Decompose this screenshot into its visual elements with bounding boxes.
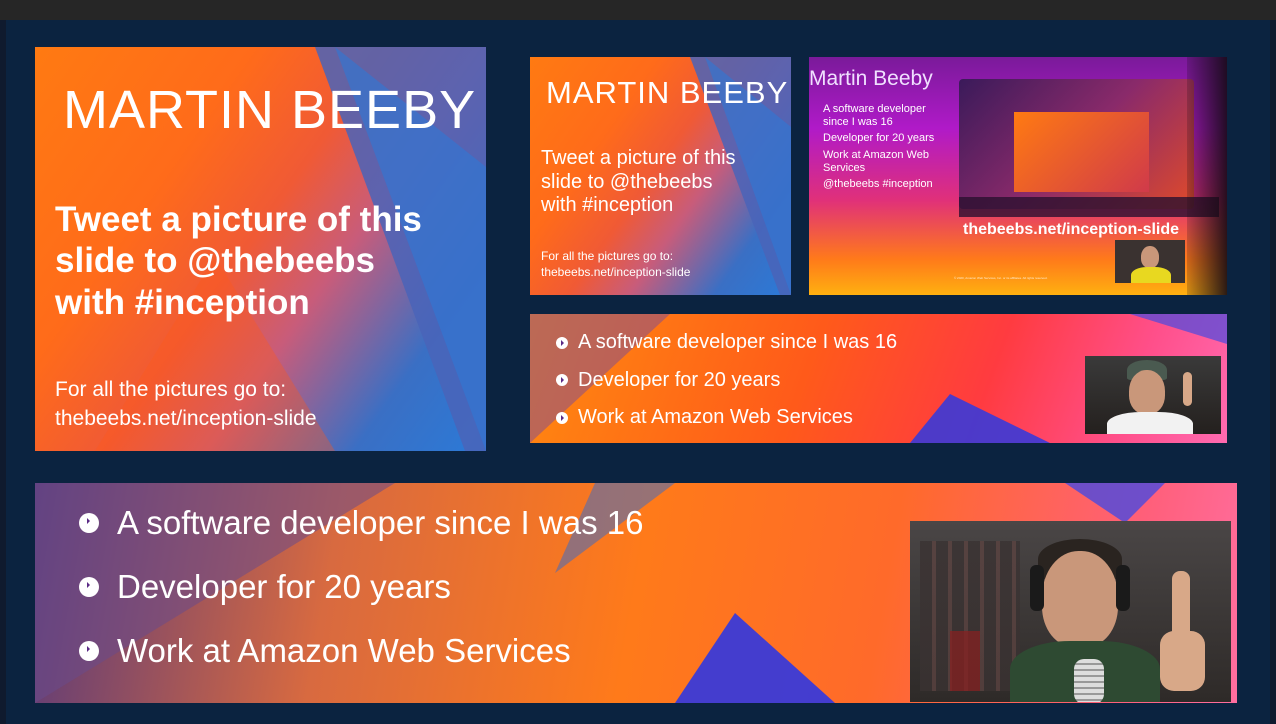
title-slide: MARTIN BEEBY Tweet a picture of this sli…	[35, 47, 486, 451]
slide-decoration	[95, 47, 486, 451]
deep-bullet-3: Work at Amazon Web	[823, 148, 929, 161]
deep-bullet-2: Developer for 20 years	[823, 132, 935, 145]
bullet-icon	[79, 513, 99, 533]
bullet-large-3-text: Work at Amazon Web Services	[117, 632, 571, 669]
tweet-line-3: with #inception	[55, 282, 310, 322]
bullets-slide-small: A software developer since I was 16 Deve…	[530, 314, 1227, 443]
nested-slide-decoration	[690, 57, 791, 295]
headphones	[1030, 565, 1044, 611]
tweet-prompt: Tweet a picture of this slide to @thebee…	[55, 199, 422, 323]
bullet-large-1-text: A software developer since I was 16	[117, 504, 644, 541]
nested-tweet-line-3: with #inception	[541, 194, 674, 217]
deep-bullet-1b: since I was 16	[823, 116, 893, 129]
pictures-info: For all the pictures go to: thebeebs.net…	[55, 375, 317, 434]
pictures-url: thebeebs.net/inception-slide	[55, 407, 317, 431]
deep-footer: © 2020, Amazon Web Services, Inc. or its…	[954, 276, 1048, 280]
deep-bullet-3b: Services	[823, 161, 866, 174]
bullets-slide-large: A software developer since I was 16 Deve…	[35, 483, 1237, 703]
microphone	[1074, 659, 1104, 702]
room-dark-right	[1187, 57, 1227, 295]
bullet-small-3-text: Work at Amazon Web Services	[578, 406, 853, 428]
bullet-large-1: A software developer since I was 16	[79, 491, 643, 555]
bullet-icon	[556, 336, 568, 349]
deep-bullet-1: A software developer	[823, 103, 926, 115]
bullet-small-1-text: A software developer since I was 16	[578, 331, 898, 353]
nested-pictures-url: thebeebs.net/inception-slide	[541, 265, 691, 280]
hand	[1160, 631, 1205, 691]
nested-title-slide: MARTIN BEEBY Tweet a picture of this sli…	[530, 57, 791, 295]
bullet-large-2-text: Developer for 20 years	[117, 568, 451, 605]
speaker-name: MARTIN BEEBY	[63, 80, 477, 140]
headphones-right	[1116, 565, 1130, 611]
nested-tweet-line-1: Tweet a picture of this	[541, 147, 736, 169]
nested-pictures-label: For all the pictures go to:	[541, 249, 674, 263]
deep-bullets: A software developer since I was 16 Deve…	[823, 103, 934, 191]
deep-bullet-4: @thebeebs #inception	[823, 177, 933, 190]
bullet-icon	[79, 577, 99, 597]
bullet-small-2: Developer for 20 years	[556, 361, 897, 399]
bullet-small-2-text: Developer for 20 years	[578, 368, 781, 391]
audience	[959, 197, 1219, 217]
nested-tweet-prompt: Tweet a picture of this slide to @thebee…	[541, 147, 736, 218]
deep-speaker-name: Martin Beeby	[809, 67, 933, 90]
nested-pictures-info: For all the pictures go to: thebeebs.net…	[541, 248, 690, 280]
deep-url: thebeebs.net/inception-slide	[963, 221, 1180, 238]
bullet-large-3: Work at Amazon Web Services	[79, 619, 643, 683]
webcam-red-items	[950, 631, 980, 691]
bullet-icon	[556, 411, 568, 424]
tweet-line-2: slide to @thebeebs	[55, 241, 376, 281]
pictures-label: For all the pictures go to:	[55, 378, 287, 401]
speaker-webcam-large	[910, 521, 1231, 702]
tweet-line-1: Tweet a picture of this	[55, 200, 422, 239]
bullets-list-large: A software developer since I was 16 Deve…	[79, 491, 643, 683]
deep-webcam	[1115, 240, 1185, 283]
speaker-webcam-small	[1085, 356, 1221, 434]
bullets-list-small: A software developer since I was 16 Deve…	[556, 324, 897, 436]
bullet-small-3: Work at Amazon Web Services	[556, 399, 897, 436]
stage-screen-inner	[1014, 112, 1149, 192]
nested-tweet-line-2: slide to @thebeebs	[541, 170, 713, 193]
bullet-small-1: A software developer since I was 16	[556, 324, 897, 361]
bullet-large-2: Developer for 20 years	[79, 555, 643, 619]
bullets-large-decoration	[35, 483, 1165, 703]
bullet-icon	[79, 641, 99, 661]
top-bar	[0, 0, 1276, 20]
bullet-icon	[556, 374, 568, 386]
nested-speaker-name: MARTIN BEEBY	[546, 75, 789, 110]
deep-nested-slide: Martin Beeby A software developer since …	[809, 57, 1227, 295]
